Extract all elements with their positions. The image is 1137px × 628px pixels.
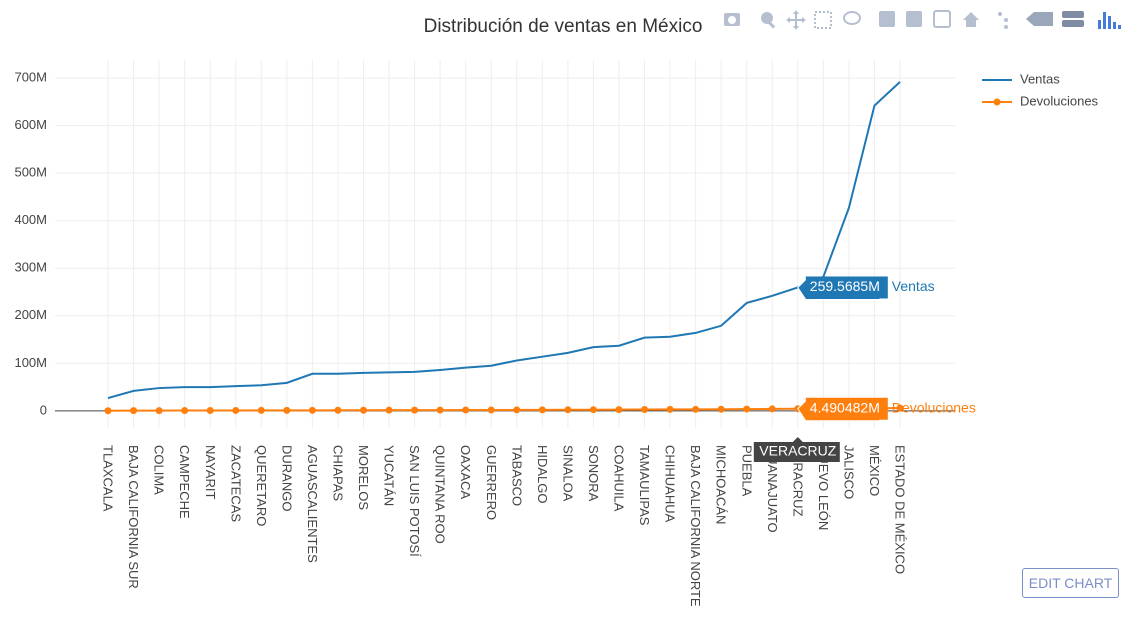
point	[564, 406, 572, 414]
point	[768, 405, 776, 413]
x-tick-label: MICHOACÁN	[714, 445, 729, 524]
point	[743, 405, 751, 413]
x-tick-label: SONORA	[586, 445, 601, 502]
point	[487, 406, 495, 414]
x-tick-label: JALISCO	[841, 445, 856, 499]
point	[181, 407, 189, 415]
chart-title: Distribución de ventas en México	[424, 16, 703, 37]
line-series	[107, 81, 901, 400]
x-tick-label: MORELOS	[356, 445, 371, 510]
point	[896, 404, 904, 412]
x-tick-label: YUCATÁN	[382, 445, 397, 506]
x-tick-label: PUEBLA	[739, 445, 754, 497]
x-tick-label: VERACRUZ	[790, 445, 805, 517]
x-tick-label: NUEVO LEÓN	[816, 445, 831, 530]
x-tick-label: NAYARIT	[203, 445, 218, 499]
point	[232, 406, 240, 414]
y-tick-label: 700M	[14, 70, 47, 85]
point	[411, 406, 419, 414]
y-tick-label: 0	[40, 402, 47, 417]
x-tick-label: QUERETARO	[254, 445, 269, 526]
point	[385, 406, 393, 414]
x-tick-label: AGUASCALIENTES	[305, 445, 320, 563]
point	[155, 407, 163, 415]
edit-chart-button[interactable]: EDIT CHART	[1022, 568, 1119, 598]
x-tick-label: OAXACA	[458, 445, 473, 500]
x-tick-label: ESTADO DE MÉXICO	[893, 445, 908, 574]
y-tick-label: 100M	[14, 355, 47, 370]
x-tick-label: TLAXCALA	[101, 445, 116, 512]
point	[308, 406, 316, 414]
point	[641, 406, 649, 414]
y-tick-label: 200M	[14, 307, 47, 322]
point	[206, 407, 214, 415]
point	[359, 406, 367, 414]
toolbar[interactable]	[724, 10, 1121, 30]
x-tick-label: COAHUILA	[612, 445, 627, 512]
hover-label: 259.5685M	[810, 278, 880, 294]
x-tick-label: CAMPECHE	[177, 445, 192, 519]
hover-series-name: Devoluciones	[892, 399, 976, 415]
x-tick-label: SAN LUIS POTOSÍ	[407, 445, 422, 557]
point	[257, 406, 265, 414]
x-tick-label: CHIHUAHUA	[663, 445, 678, 523]
legend-label: Devoluciones	[1020, 93, 1099, 108]
point	[589, 406, 597, 414]
point	[513, 406, 521, 414]
point	[666, 405, 674, 413]
point	[104, 407, 112, 415]
x-tick-label: COLIMA	[152, 445, 167, 495]
x-tick-label: BAJA CALIFORNIA NORTE	[688, 445, 703, 607]
hover-series-name: Ventas	[892, 278, 935, 294]
legend-label: Ventas	[1020, 71, 1060, 86]
y-tick-label: 500M	[14, 165, 47, 180]
x-tick-label: BAJA CALIFORNIA SUR	[126, 445, 141, 589]
x-tick-label: TABASCO	[509, 445, 524, 506]
y-tick-label: 300M	[14, 260, 47, 275]
x-tick-label: GUERRERO	[484, 445, 499, 520]
point	[615, 406, 623, 414]
point	[692, 405, 700, 413]
point	[334, 406, 342, 414]
point	[717, 405, 725, 413]
hover-box-body	[805, 397, 888, 420]
x-tick-label: HIDALGO	[535, 445, 550, 504]
hover-label: 4.490482M	[810, 399, 880, 415]
x-tick-label: MÉXICO	[867, 445, 882, 496]
y-tick-label: 600M	[14, 117, 47, 132]
legend-marker	[993, 98, 1001, 106]
x-tick-label: TAMAULIPAS	[637, 445, 652, 526]
hover-x-label: VERACRUZ	[759, 443, 836, 459]
hover-x-box	[753, 437, 840, 462]
x-tick-label: ZACATECAS	[228, 445, 243, 522]
x-tick-label: CHIAPAS	[330, 445, 345, 501]
line-series	[107, 407, 901, 412]
x-tick-label: DURANGO	[279, 445, 294, 511]
x-tick-label: GUANAJUATO	[765, 445, 780, 533]
point	[283, 406, 291, 414]
point	[462, 406, 470, 414]
x-tick-label: SINALOA	[560, 445, 575, 502]
x-tick-label: QUINTANA ROO	[433, 445, 448, 544]
hover-box-body	[805, 276, 888, 299]
point	[436, 406, 444, 414]
point	[130, 407, 138, 415]
point	[538, 406, 546, 414]
y-tick-label: 400M	[14, 212, 47, 227]
